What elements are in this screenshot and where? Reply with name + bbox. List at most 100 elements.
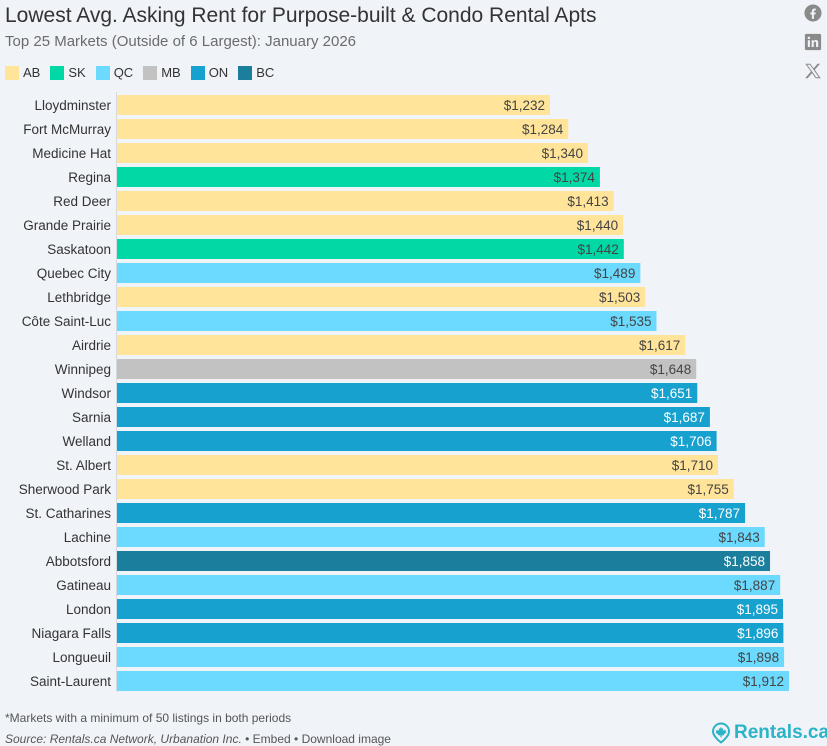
bar-c-te-saint-luc[interactable] bbox=[117, 311, 657, 331]
legend-label: BC bbox=[256, 65, 275, 80]
source-text: Source: Rentals.ca Network, Urbanation I… bbox=[5, 732, 242, 746]
value-label: $1,755 bbox=[688, 482, 729, 497]
legend-swatch bbox=[238, 65, 253, 80]
legend-item-mb[interactable]: MB bbox=[143, 65, 181, 80]
category-label: Lachine bbox=[64, 530, 111, 545]
legend-swatch bbox=[190, 65, 205, 80]
legend-item-ab[interactable]: AB bbox=[5, 65, 40, 80]
value-label: $1,340 bbox=[542, 146, 583, 161]
value-label: $1,413 bbox=[567, 194, 608, 209]
facebook-icon[interactable] bbox=[804, 4, 822, 22]
bar-welland[interactable] bbox=[117, 431, 717, 451]
linkedin-icon[interactable] bbox=[804, 33, 822, 51]
bar-winnipeg[interactable] bbox=[117, 359, 697, 379]
category-label: Côte Saint-Luc bbox=[22, 314, 112, 329]
bar-gatineau[interactable] bbox=[117, 575, 781, 595]
value-label: $1,489 bbox=[594, 266, 635, 281]
value-label: $1,843 bbox=[718, 530, 759, 545]
category-label: Gatineau bbox=[56, 578, 111, 593]
category-label: Abbotsford bbox=[46, 554, 111, 569]
value-label: $1,896 bbox=[737, 626, 778, 641]
bar-grande-prairie[interactable] bbox=[117, 215, 624, 235]
x-icon[interactable] bbox=[804, 62, 822, 80]
category-label: London bbox=[66, 602, 111, 617]
category-label: St. Albert bbox=[56, 458, 111, 473]
bar-abbotsford[interactable] bbox=[117, 551, 771, 571]
legend-swatch bbox=[143, 65, 158, 80]
bars bbox=[117, 95, 789, 691]
value-label: $1,617 bbox=[639, 338, 680, 353]
value-label: $1,284 bbox=[522, 122, 564, 137]
category-label: Airdrie bbox=[72, 338, 111, 353]
value-label: $1,648 bbox=[650, 362, 691, 377]
bar-sherwood-park[interactable] bbox=[117, 479, 734, 499]
category-label: Red Deer bbox=[53, 194, 111, 209]
legend-swatch bbox=[95, 65, 110, 80]
category-label: Longueuil bbox=[52, 650, 111, 665]
value-labels: $1,232 $1,284 $1,340 $1,374 $1,413 $1,440 $1,4… bbox=[504, 98, 784, 689]
category-labels: Lloydminster Fort McMurray Medicine Hat Reg… bbox=[19, 98, 112, 689]
value-label: $1,651 bbox=[651, 386, 692, 401]
bar-quebec-city[interactable] bbox=[117, 263, 641, 283]
bar-longueuil[interactable] bbox=[117, 647, 785, 667]
value-label: $1,706 bbox=[670, 434, 711, 449]
value-label: $1,898 bbox=[738, 650, 779, 665]
category-label: Sarnia bbox=[72, 410, 112, 425]
bar-red-deer[interactable] bbox=[117, 191, 614, 211]
bar-regina[interactable] bbox=[117, 167, 600, 187]
category-label: Grande Prairie bbox=[23, 218, 111, 233]
category-label: Niagara Falls bbox=[31, 626, 111, 641]
bar-st-albert[interactable] bbox=[117, 455, 719, 475]
brand-name: Rentals.ca bbox=[734, 722, 827, 743]
chart-subtitle: Top 25 Markets (Outside of 6 Largest): J… bbox=[5, 33, 357, 50]
bar-fort-mcmurray[interactable] bbox=[117, 119, 569, 139]
legend-label: SK bbox=[68, 65, 86, 80]
legend-swatch bbox=[5, 65, 19, 80]
download-image-link[interactable]: Download image bbox=[301, 732, 391, 746]
legend-item-sk[interactable]: SK bbox=[50, 65, 86, 80]
category-label: Sherwood Park bbox=[19, 482, 112, 497]
bar-lethbridge[interactable] bbox=[117, 287, 646, 307]
legend-swatch bbox=[50, 65, 65, 80]
bar-medicine-hat[interactable] bbox=[117, 143, 588, 163]
category-label: Saskatoon bbox=[47, 242, 111, 257]
bar-saskatoon[interactable] bbox=[117, 239, 624, 259]
category-label: Saint-Laurent bbox=[30, 674, 111, 689]
legend: AB SK QC MB ON BC bbox=[5, 65, 284, 80]
value-label: $1,440 bbox=[577, 218, 618, 233]
category-label: Lloydminster bbox=[34, 98, 111, 113]
value-label: $1,710 bbox=[672, 458, 713, 473]
social-share bbox=[803, 4, 823, 91]
legend-item-qc[interactable]: QC bbox=[95, 65, 133, 80]
value-label: $1,887 bbox=[734, 578, 775, 593]
value-label: $1,895 bbox=[737, 602, 778, 617]
category-label: Quebec City bbox=[37, 266, 112, 281]
category-label: Welland bbox=[62, 434, 111, 449]
bar-london[interactable] bbox=[117, 599, 784, 619]
source-line: Source: Rentals.ca Network, Urbanation I… bbox=[5, 732, 391, 746]
embed-link[interactable]: Embed bbox=[252, 732, 291, 746]
maple-leaf-pin-icon bbox=[711, 722, 731, 744]
category-label: St. Catharines bbox=[25, 506, 111, 521]
value-label: $1,687 bbox=[664, 410, 705, 425]
legend-label: AB bbox=[23, 65, 41, 80]
bar-saint-laurent[interactable] bbox=[117, 671, 789, 691]
legend-item-bc[interactable]: BC bbox=[238, 65, 274, 80]
bullet: • bbox=[245, 732, 250, 746]
bar-lachine[interactable] bbox=[117, 527, 765, 547]
value-label: $1,787 bbox=[699, 506, 740, 521]
value-label: $1,442 bbox=[578, 242, 619, 257]
value-label: $1,374 bbox=[554, 170, 596, 185]
footnote: *Markets with a minimum of 50 listings i… bbox=[5, 711, 292, 725]
bar-niagara-falls[interactable] bbox=[117, 623, 784, 643]
bar-windsor[interactable] bbox=[117, 383, 698, 403]
bar-chart: Lloydminster Fort McMurray Medicine Hat Reg… bbox=[19, 92, 789, 692]
category-label: Medicine Hat bbox=[32, 146, 111, 161]
bar-airdrie[interactable] bbox=[117, 335, 686, 355]
legend-item-on[interactable]: ON bbox=[190, 65, 228, 80]
value-label: $1,912 bbox=[743, 674, 784, 689]
bar-sarnia[interactable] bbox=[117, 407, 710, 427]
rentals-logo[interactable]: Rentals.ca bbox=[711, 722, 827, 744]
bar-lloydminster[interactable] bbox=[117, 95, 551, 115]
bar-st-catharines[interactable] bbox=[117, 503, 746, 523]
